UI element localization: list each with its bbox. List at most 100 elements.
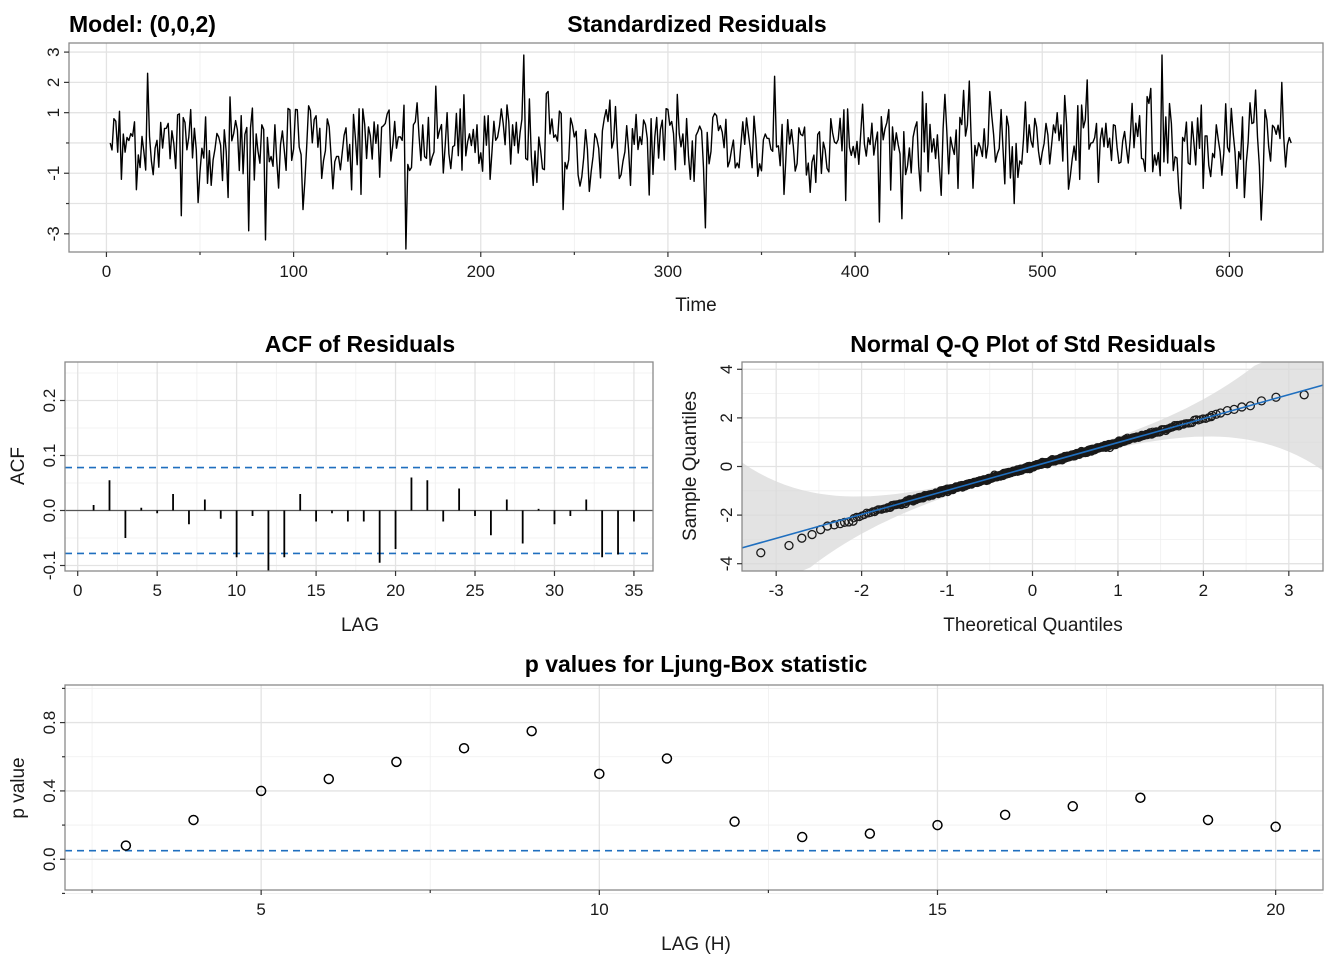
- y-tick-label: -1: [44, 166, 63, 181]
- x-tick-label: 3: [1284, 581, 1293, 600]
- std-residuals-title: Standardized Residuals: [567, 11, 826, 37]
- acf-grid: [65, 362, 653, 571]
- x-tick-label: 20: [1266, 900, 1285, 919]
- ljung-box-frame: [64, 684, 1324, 891]
- x-tick-label: 15: [928, 900, 947, 919]
- y-tick-label: -2: [717, 508, 736, 523]
- x-tick-label: -2: [854, 581, 869, 600]
- x-tick-label: 20: [386, 581, 405, 600]
- y-tick-label: 1: [44, 108, 63, 117]
- qq-point: [1198, 414, 1208, 423]
- x-tick-label: 35: [624, 581, 643, 600]
- ljung-box-point: [526, 725, 537, 737]
- ljung-box-point: [255, 785, 267, 797]
- panel-std-residuals: Model: (0,0,2) Standardized Residuals 0 1…: [44, 11, 1324, 316]
- x-tick-label: 0: [1028, 581, 1037, 600]
- x-tick-label: 600: [1215, 262, 1243, 281]
- x-tick-label: 5: [256, 900, 265, 919]
- ljung-box-point: [932, 819, 943, 831]
- x-tick-label: 30: [545, 581, 564, 600]
- ljung-box-point: [188, 814, 199, 826]
- ljung-box-point: [999, 809, 1011, 821]
- y-tick-label: 2: [717, 413, 736, 422]
- x-tick-label: 1: [1113, 581, 1122, 600]
- ljung-box-point: [1202, 814, 1214, 826]
- x-tick-label: -3: [769, 581, 784, 600]
- qq-point: [1245, 401, 1256, 411]
- acf-frame: [64, 361, 654, 572]
- panel-qq: Normal Q-Q Plot of Std Residuals -3 -2 -1 0…: [680, 331, 1324, 636]
- y-tick-label: 0.2: [40, 389, 59, 413]
- x-tick-label: 500: [1028, 262, 1056, 281]
- ljung-box-title: p values for Ljung-Box statistic: [525, 651, 868, 677]
- x-tick-label: 10: [590, 900, 609, 919]
- ljung-box-grid: [65, 685, 1323, 894]
- ljung-box-point: [796, 831, 808, 843]
- x-tick-label: 10: [227, 581, 246, 600]
- qq-point: [797, 533, 807, 543]
- x-tick-label: 15: [307, 581, 326, 600]
- acf-title: ACF of Residuals: [265, 331, 455, 357]
- y-tick-label: 0.8: [40, 711, 59, 735]
- std-residuals-line: [109, 54, 1292, 250]
- ljung-box-point: [661, 753, 673, 764]
- x-tick-label: 100: [279, 262, 307, 281]
- std-residuals-xlabel: Time: [675, 295, 717, 316]
- y-tick-label: 2: [44, 78, 63, 87]
- model-label: Model: (0,0,2): [69, 11, 216, 37]
- qq-point: [829, 520, 839, 530]
- x-tick-label: -1: [939, 581, 954, 600]
- x-tick-label: 25: [466, 581, 485, 600]
- ljung-box-points: [65, 725, 1323, 852]
- qq-point: [822, 521, 833, 531]
- qq-title: Normal Q-Q Plot of Std Residuals: [850, 331, 1215, 357]
- ljung-box-point: [1135, 792, 1146, 803]
- qq-point: [784, 540, 794, 551]
- y-tick-label: 0.0: [40, 499, 59, 523]
- y-tick-label: -3: [44, 226, 63, 241]
- x-tick-label: 200: [467, 262, 495, 281]
- ljung-box-point: [323, 773, 335, 785]
- qq-point: [756, 548, 766, 558]
- panel-acf: ACF of Residuals 0 5 10 15 20 25 30 35 -0.1 0.0 0.…: [8, 331, 654, 636]
- ljung-box-point: [458, 742, 470, 754]
- qq-point: [1171, 422, 1181, 431]
- x-tick-label: 2: [1199, 581, 1208, 600]
- y-tick-label: 3: [44, 47, 63, 56]
- x-tick-label: 0: [102, 262, 111, 281]
- y-tick-label: -0.1: [40, 551, 59, 580]
- y-tick-label: -4: [717, 556, 736, 571]
- y-tick-label: 0: [717, 462, 736, 471]
- qq-reference-line: [741, 384, 1324, 549]
- ljung-box-point: [1067, 801, 1079, 812]
- std-residuals-frame: [68, 42, 1324, 253]
- acf-ylabel: ACF: [8, 447, 29, 485]
- y-tick-label: 0.1: [40, 444, 59, 468]
- x-tick-label: 5: [152, 581, 161, 600]
- acf-ticks: 0 5 10 15 20 25 30 35 -0.1 0.0 0.1 0.2: [40, 389, 643, 600]
- acf-xlabel: LAG: [341, 615, 379, 636]
- ljung-box-xlabel: LAG (H): [661, 934, 731, 955]
- qq-point: [807, 529, 817, 540]
- ljung-box-point: [391, 756, 402, 768]
- qq-ticks: -3 -2 -1 0 1 2 3 -4 -2 0 2 4: [717, 365, 1294, 600]
- y-tick-label: 4: [717, 365, 736, 374]
- ljung-box-point: [594, 768, 605, 780]
- acf-bars: [65, 466, 653, 571]
- std-residuals-ticks: 0 100 200 300 400 500 600 -3 -1 1 2 3: [44, 47, 1244, 281]
- ljung-box-ticks: 5 10 15 20 0.0 0.4 0.8: [40, 687, 1285, 919]
- x-tick-label: 0: [73, 581, 82, 600]
- ljung-box-ylabel: p value: [8, 757, 29, 818]
- ljung-box-point: [864, 828, 876, 839]
- x-tick-label: 400: [841, 262, 869, 281]
- y-tick-label: 0.0: [40, 847, 59, 871]
- panel-ljung-box: p values for Ljung-Box statistic 5 10 15 20…: [8, 651, 1324, 955]
- ljung-box-point: [729, 816, 740, 827]
- ljung-box-point: [1270, 821, 1281, 833]
- qq-xlabel: Theoretical Quantiles: [943, 615, 1123, 636]
- qq-ylabel: Sample Quantiles: [680, 391, 701, 541]
- x-tick-label: 300: [654, 262, 682, 281]
- ljung-box-point: [120, 840, 132, 851]
- y-tick-label: 0.4: [40, 779, 59, 803]
